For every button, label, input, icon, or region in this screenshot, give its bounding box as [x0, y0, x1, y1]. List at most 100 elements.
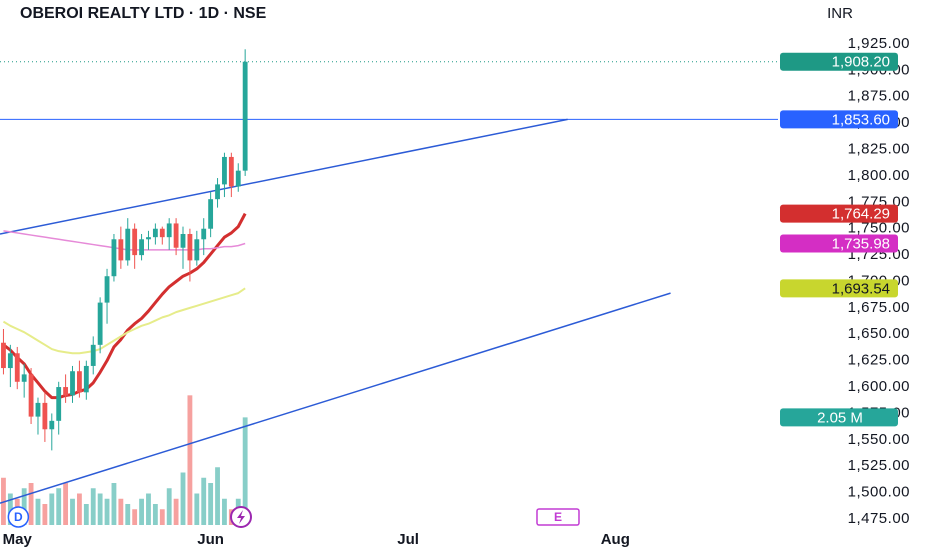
candle-body [118, 239, 124, 261]
y-tick-label: 1,825.00 [848, 141, 910, 158]
chart-title: OBEROI REALTY LTD · 1D · NSE [20, 5, 267, 22]
volume-bar [166, 488, 172, 525]
price-tag-label: 1,764.29 [832, 206, 890, 223]
y-tick-label: 1,625.00 [848, 352, 910, 369]
price-tag [780, 204, 898, 223]
trend-line [0, 118, 568, 235]
icon-bolt [237, 510, 245, 524]
candle-body [28, 374, 34, 417]
price-tag [780, 52, 898, 71]
candle-body [83, 365, 89, 393]
candle-body [222, 156, 227, 185]
candle-body [14, 353, 20, 382]
volume-bar [49, 493, 55, 525]
volume-bar [146, 493, 151, 525]
event-box [536, 508, 580, 526]
volume-bar [201, 477, 207, 525]
candle-body [7, 353, 13, 369]
candle-body [166, 223, 172, 238]
indicator-line [2, 212, 247, 400]
candle-body [146, 237, 151, 240]
x-tick-label: Aug [601, 531, 630, 548]
volume-bar [111, 483, 117, 525]
volume-bar [7, 493, 13, 525]
candle-body [1, 342, 6, 369]
volume-bar [63, 483, 69, 525]
x-tick-label: Jul [397, 531, 419, 548]
volume-bar [222, 498, 227, 525]
y-tick-label: 1,800.00 [848, 167, 910, 184]
y-tick-label: 1,875.00 [848, 88, 910, 105]
volume-bar [132, 509, 138, 525]
candle-body [42, 402, 48, 430]
event-circle [7, 506, 30, 528]
price-tag-label: 1,693.54 [832, 280, 890, 297]
volume-bar [35, 498, 41, 525]
candle-body [152, 228, 158, 238]
y-tick-label: 1,925.00 [848, 35, 910, 52]
volume-bar [70, 498, 75, 525]
candle-body [49, 420, 55, 430]
volume-bar [77, 493, 82, 525]
price-tag-label: 1,735.98 [832, 235, 890, 252]
candle-body [132, 228, 138, 256]
candle-body [235, 170, 241, 187]
candle-body [97, 302, 103, 345]
event-label: D [14, 510, 23, 524]
x-tick-label: May [3, 531, 33, 548]
price-tag-label: 1,853.60 [832, 111, 890, 128]
candle-body [201, 228, 207, 240]
trend-line [0, 292, 671, 504]
candle-body [242, 61, 248, 171]
currency: INR [827, 5, 853, 22]
y-tick-label: 1,650.00 [848, 325, 910, 342]
y-tick-label: 1,550.00 [848, 431, 910, 448]
event-label: E [554, 510, 562, 524]
candle-body [77, 371, 82, 393]
x-tick-label: Jun [197, 531, 224, 548]
volume-bar [83, 504, 89, 525]
candle-body [21, 374, 27, 382]
volume-bar [42, 504, 48, 525]
volume-bar [152, 504, 158, 525]
candle-body [70, 371, 75, 396]
volume-bar [180, 472, 186, 525]
volume-bar [242, 417, 248, 525]
y-tick-label: 1,475.00 [848, 510, 910, 527]
candle-body [63, 387, 69, 396]
y-tick-label: 1,600.00 [848, 378, 910, 395]
volume-bar [90, 488, 96, 525]
volume-bar [118, 498, 124, 525]
lightning-icon[interactable] [230, 506, 252, 528]
volume-bar [104, 498, 110, 525]
candle-body [194, 239, 200, 261]
candle-body [104, 276, 110, 303]
volume-bar [125, 504, 131, 525]
candle-body [35, 402, 41, 417]
indicator-line [2, 287, 246, 355]
volume-bar [187, 395, 193, 525]
volume-bar [208, 483, 214, 525]
volume-bar [173, 498, 179, 525]
volume-bar [28, 483, 34, 525]
price-tag-label: 1,908.20 [832, 54, 890, 71]
volume-bar [97, 493, 103, 525]
candle-body [208, 199, 214, 229]
price-tag [780, 110, 898, 129]
candle-body [180, 233, 186, 248]
candle-body [111, 239, 117, 277]
candle-body [159, 228, 165, 238]
candle-body [125, 228, 131, 261]
volume-tag-label: 2.05 M [817, 409, 863, 426]
price-tag [780, 234, 898, 253]
candle-body [228, 156, 234, 187]
candle-body [173, 223, 179, 248]
indicator-line [3, 230, 246, 251]
volume-bar [159, 509, 165, 525]
candle-body [90, 344, 96, 366]
price-tag [780, 279, 898, 298]
y-tick-label: 1,675.00 [848, 299, 910, 316]
y-tick-label: 1,500.00 [848, 484, 910, 501]
